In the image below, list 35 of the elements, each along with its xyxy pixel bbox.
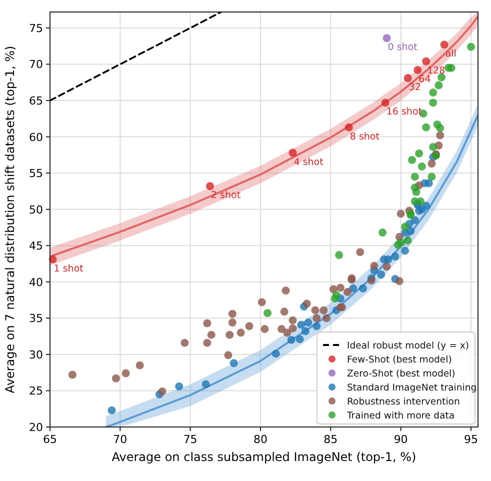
y-tick-label: 50 (29, 203, 43, 216)
y-tick-label: 45 (29, 240, 43, 253)
x-tick-label: 80 (253, 433, 268, 446)
y-tick-label: 20 (29, 421, 43, 434)
x-tick-label: 95 (464, 433, 478, 446)
y-tick-label: 30 (29, 348, 43, 362)
y-tick-label: 55 (29, 167, 43, 180)
legend-label: Trained with more data (346, 410, 455, 422)
y-tick-label: 65 (29, 94, 43, 108)
annotation: 64 (418, 74, 431, 86)
annotation: all (445, 48, 456, 60)
annotation: 32 (408, 82, 421, 94)
legend-label: Robustness intervention (347, 396, 460, 408)
annotation: 1 shot (54, 263, 84, 274)
y-tick-label: 35 (29, 312, 43, 326)
y-tick-label: 40 (29, 276, 43, 289)
y-tick-label: 60 (29, 130, 43, 144)
annotation: 8 shot (350, 131, 380, 142)
legend-label: Zero-Shot (best model) (347, 368, 456, 380)
x-tick-label: 75 (183, 433, 198, 446)
y-tick-label: 25 (29, 384, 43, 398)
annotation: 4 shot (294, 156, 324, 168)
legend-label: Standard ImageNet training (347, 382, 477, 394)
x-tick-label: 65 (43, 433, 57, 446)
x-tick-label: 90 (394, 433, 408, 446)
annotation: 0 shot (388, 42, 418, 54)
legend-label: Ideal robust model (y = x) (347, 340, 470, 352)
x-tick-label: 85 (324, 433, 338, 446)
y-axis-title: Average on 7 natural distribution shift datasets (top-1, %) (3, 46, 17, 394)
annotation: 128 (427, 65, 446, 76)
x-tick-label: 70 (113, 433, 128, 446)
y-tick-label: 75 (29, 22, 43, 35)
legend-label: Few-Shot (best model) (347, 354, 452, 366)
x-axis-title: Average on class subsampled ImageNet (top-1, %) (112, 450, 416, 464)
y-tick-label: 70 (29, 58, 43, 72)
